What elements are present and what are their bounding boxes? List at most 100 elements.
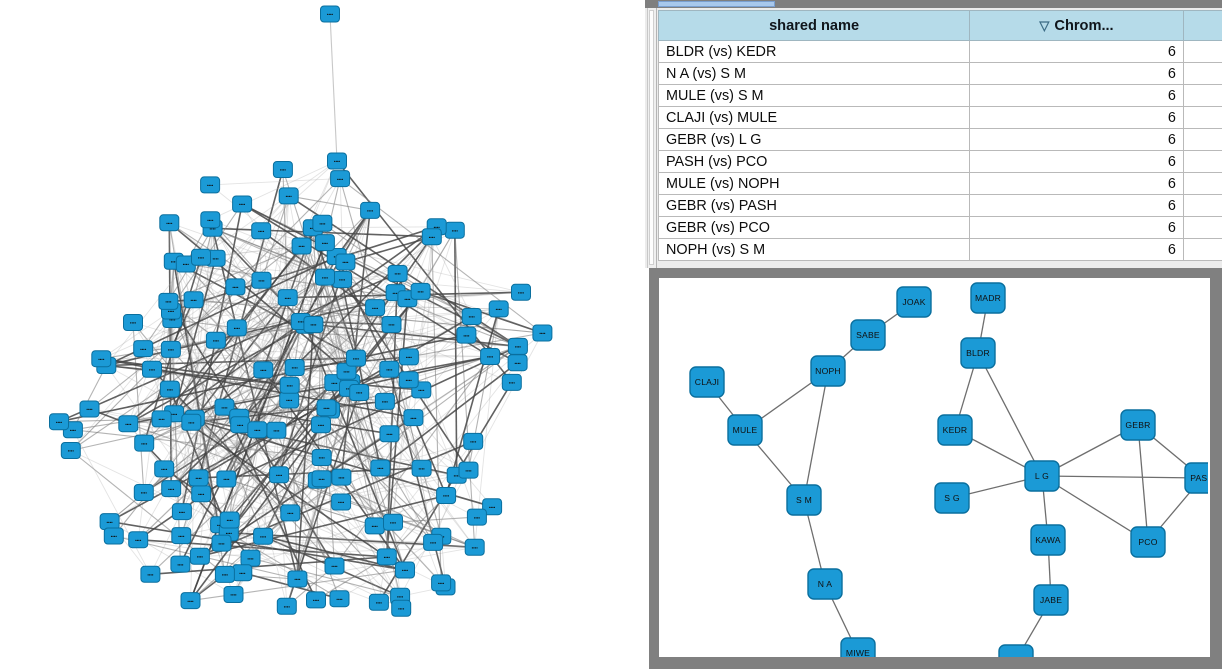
main-network-edge[interactable] xyxy=(151,339,217,370)
main-network-node[interactable]: •••• xyxy=(461,308,482,325)
main-network-node[interactable]: •••• xyxy=(335,253,356,271)
main-network-node[interactable]: •••• xyxy=(391,599,412,617)
main-network-node[interactable]: •••• xyxy=(532,324,553,342)
main-network-edge[interactable] xyxy=(260,230,357,359)
main-network-edge[interactable] xyxy=(215,340,258,431)
table-row[interactable]: GEBR (vs) PCO636000000420000008.4 xyxy=(658,217,1222,239)
main-network-edge[interactable] xyxy=(106,364,290,386)
main-network-edge[interactable] xyxy=(89,408,447,496)
subnetwork-node[interactable]: S M xyxy=(786,484,822,516)
main-network-node[interactable]: •••• xyxy=(160,340,181,358)
subnetwork-edge[interactable] xyxy=(803,370,829,501)
table-row[interactable]: GEBR (vs) PASH636000000420000008.9 xyxy=(658,195,1222,217)
main-network-edge[interactable] xyxy=(320,424,442,537)
main-network-edge[interactable] xyxy=(256,230,262,430)
main-network-node[interactable]: •••• xyxy=(171,527,192,545)
main-network-edge[interactable] xyxy=(181,228,214,512)
main-network-edge[interactable] xyxy=(70,178,341,451)
main-network-edge[interactable] xyxy=(173,260,518,364)
main-network-edge[interactable] xyxy=(454,230,476,548)
main-network-node[interactable]: •••• xyxy=(219,511,240,529)
main-network-edge[interactable] xyxy=(171,319,277,431)
main-network-node[interactable]: •••• xyxy=(140,565,161,583)
main-network-node[interactable]: •••• xyxy=(134,434,155,452)
main-network-edge[interactable] xyxy=(173,260,350,389)
subnetwork-node[interactable]: PCO xyxy=(1130,526,1166,558)
main-network-node[interactable]: •••• xyxy=(423,533,444,551)
main-network-node[interactable]: •••• xyxy=(456,326,477,344)
main-network-edge[interactable] xyxy=(142,203,243,349)
main-network-edge[interactable] xyxy=(210,160,338,221)
main-network-edge[interactable] xyxy=(150,407,327,575)
main-network-node[interactable]: •••• xyxy=(314,234,335,252)
main-network-node[interactable]: •••• xyxy=(444,221,465,239)
main-network-node[interactable]: •••• xyxy=(142,360,162,378)
main-network-node[interactable]: •••• xyxy=(287,570,308,588)
main-network-node[interactable]: •••• xyxy=(60,442,81,459)
main-network-node[interactable]: •••• xyxy=(181,413,202,431)
main-network-node[interactable]: •••• xyxy=(211,534,232,552)
table-row[interactable]: PASH (vs) PCO6340000004200000011.4 xyxy=(658,151,1222,173)
table-row[interactable]: N A (vs) S M610000000140000006.6 xyxy=(658,63,1222,85)
main-network-edge[interactable] xyxy=(238,297,289,418)
column-header-start-point[interactable]: Start po... xyxy=(1183,10,1222,41)
main-network-node[interactable]: •••• xyxy=(480,348,501,365)
main-network-node[interactable]: •••• xyxy=(158,292,179,310)
main-network-node[interactable]: •••• xyxy=(91,350,112,368)
main-network-node[interactable]: •••• xyxy=(383,513,403,531)
main-network-edge[interactable] xyxy=(392,379,410,523)
main-network-node[interactable]: •••• xyxy=(364,517,385,535)
main-network-node[interactable]: •••• xyxy=(170,555,191,573)
main-network-node[interactable]: •••• xyxy=(368,593,389,611)
main-network-edge[interactable] xyxy=(72,429,322,459)
subnetwork-canvas[interactable]: CLAJI MULE NOPH SABE JOAK S M N A MIWE MADR BLDR K… xyxy=(659,278,1210,657)
main-network-edge[interactable] xyxy=(167,301,317,601)
table-tab-strip[interactable] xyxy=(658,1,775,7)
main-network-node[interactable]: •••• xyxy=(421,228,442,246)
table-row[interactable]: CLAJI (vs) MULE625000000350000005.9 xyxy=(658,107,1222,129)
main-network-node[interactable]: •••• xyxy=(200,176,221,194)
subnetwork-node[interactable]: MADR xyxy=(970,282,1006,314)
main-network-edge[interactable] xyxy=(228,532,298,580)
main-network-edge[interactable] xyxy=(101,357,290,386)
column-header-chromosome[interactable]: ▽ Chrom... xyxy=(970,10,1184,41)
main-network-node[interactable]: •••• xyxy=(123,314,143,331)
main-network-edge[interactable] xyxy=(194,417,291,514)
main-network-node[interactable]: •••• xyxy=(501,373,522,391)
main-network-edge[interactable] xyxy=(143,245,302,493)
main-network-node[interactable]: •••• xyxy=(269,466,290,484)
main-network-node[interactable]: •••• xyxy=(511,283,531,301)
main-network-node[interactable]: •••• xyxy=(223,586,244,603)
main-network-node[interactable]: •••• xyxy=(251,222,272,240)
main-network-node[interactable]: •••• xyxy=(232,195,253,213)
main-network-edge[interactable] xyxy=(172,318,237,329)
table-row[interactable]: MULE (vs) NOPH6350000004200000010.5 xyxy=(658,173,1222,195)
subnetwork-node[interactable]: KAWA xyxy=(1030,524,1066,556)
table-row[interactable]: BLDR (vs) KEDR61170000000192.0 xyxy=(658,41,1222,63)
main-network-edge[interactable] xyxy=(225,399,290,480)
main-network-node[interactable]: •••• xyxy=(436,487,457,504)
subnetwork-panel[interactable]: CLAJI MULE NOPH SABE JOAK S M N A MIWE MADR BLDR K… xyxy=(649,268,1222,669)
main-network-edge[interactable] xyxy=(313,323,518,348)
subnetwork-edge[interactable] xyxy=(1041,475,1149,543)
main-network-node[interactable]: •••• xyxy=(216,470,237,488)
main-network-edge[interactable] xyxy=(173,257,217,415)
main-network-edge[interactable] xyxy=(224,160,338,408)
main-network-node[interactable]: •••• xyxy=(214,565,235,583)
main-network-node[interactable]: •••• xyxy=(346,349,366,367)
main-network-node[interactable]: •••• xyxy=(159,214,180,232)
main-network-node[interactable]: •••• xyxy=(280,504,301,522)
main-network-edge[interactable] xyxy=(109,520,406,571)
main-network-edge[interactable] xyxy=(392,362,518,523)
main-network-node[interactable]: •••• xyxy=(403,409,424,427)
subnetwork-node[interactable]: MULE xyxy=(727,414,763,446)
main-network-edge[interactable] xyxy=(223,406,317,601)
main-network-node[interactable]: •••• xyxy=(411,459,432,477)
main-network-edge[interactable] xyxy=(173,382,335,415)
main-network-edge[interactable] xyxy=(260,230,493,507)
main-network-node[interactable]: •••• xyxy=(191,248,211,266)
main-network-node[interactable]: •••• xyxy=(230,416,251,434)
main-network-node[interactable]: •••• xyxy=(463,432,484,450)
main-network-edge[interactable] xyxy=(58,418,162,423)
subnetwork-node[interactable]: L G xyxy=(1024,460,1060,492)
